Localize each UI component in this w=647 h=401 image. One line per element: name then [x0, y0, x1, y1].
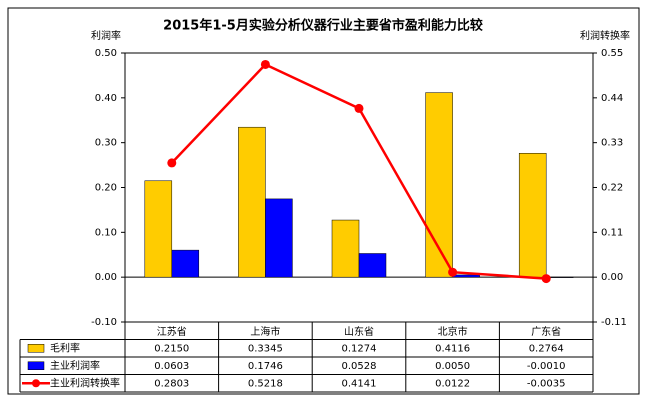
y2-tick-label: 0.33: [601, 138, 623, 149]
x-tick-label: 上海市: [250, 325, 280, 338]
y-tick-label: 0.30: [95, 138, 117, 149]
legend-label: 主业利润转换率: [50, 376, 120, 389]
table-value: 0.0528: [342, 361, 377, 372]
y-tick-label: 0.20: [95, 183, 117, 194]
legend-label: 主业利润率: [50, 359, 100, 372]
y-tick-label: 0.40: [95, 93, 117, 104]
bar: [452, 274, 480, 278]
table-value: 0.3345: [248, 343, 283, 354]
table-value: -0.0010: [527, 361, 566, 372]
y2-tick-label: 0.00: [601, 272, 623, 283]
x-tick-label: 北京市: [438, 325, 468, 338]
bar: [144, 180, 173, 278]
chart-title: 2015年1-5月实验分析仪器行业主要省市盈利能力比较: [163, 18, 483, 34]
y2-tick-label: 0.55: [601, 48, 623, 59]
bar: [518, 152, 547, 278]
x-tick-label: 广东省: [531, 325, 561, 338]
table-value: 0.2150: [154, 343, 189, 354]
y2-tick-label: 0.22: [601, 183, 623, 194]
y-tick-label: 0.10: [95, 227, 117, 238]
line-marker: [448, 267, 458, 277]
table-value: 0.1274: [342, 343, 377, 354]
x-tick-label: 山东省: [344, 325, 374, 338]
y2-tick-label: 0.44: [601, 93, 623, 104]
table-value: 0.4116: [435, 343, 470, 354]
line-marker: [541, 274, 551, 284]
y2-tick-label: -0.11: [601, 317, 627, 328]
y2-tick-label: 0.11: [601, 227, 623, 238]
bar: [358, 253, 387, 278]
legend-swatch: [27, 344, 45, 353]
table-value: 0.0122: [435, 378, 470, 389]
table-value: -0.0035: [527, 378, 566, 389]
y2-axis-label: 利润转换率: [580, 29, 630, 42]
line-marker: [167, 158, 177, 168]
table-value: 0.0603: [154, 361, 189, 372]
x-tick-label: 江苏省: [157, 325, 187, 338]
table-value: 0.5218: [248, 378, 283, 389]
bar: [238, 126, 266, 278]
y-axis-label: 利润率: [91, 29, 121, 42]
table-value: 0.0050: [435, 361, 470, 372]
bar: [265, 198, 293, 278]
y-tick-label: -0.10: [91, 317, 117, 328]
y-tick-label: 0.50: [95, 48, 117, 59]
bar: [331, 219, 360, 278]
legend-label: 毛利率: [50, 341, 80, 354]
line-marker: [354, 103, 364, 113]
table-value: 0.2764: [529, 343, 564, 354]
line-marker: [260, 59, 270, 69]
table-value: 0.1746: [248, 361, 283, 372]
legend-marker: [32, 379, 40, 388]
bar: [171, 249, 200, 278]
y-tick-label: 0.00: [95, 272, 117, 283]
chart-border: [7, 7, 640, 395]
legend-swatch: [27, 361, 45, 370]
table-value: 0.4141: [342, 378, 377, 389]
table-value: 0.2803: [154, 378, 189, 389]
